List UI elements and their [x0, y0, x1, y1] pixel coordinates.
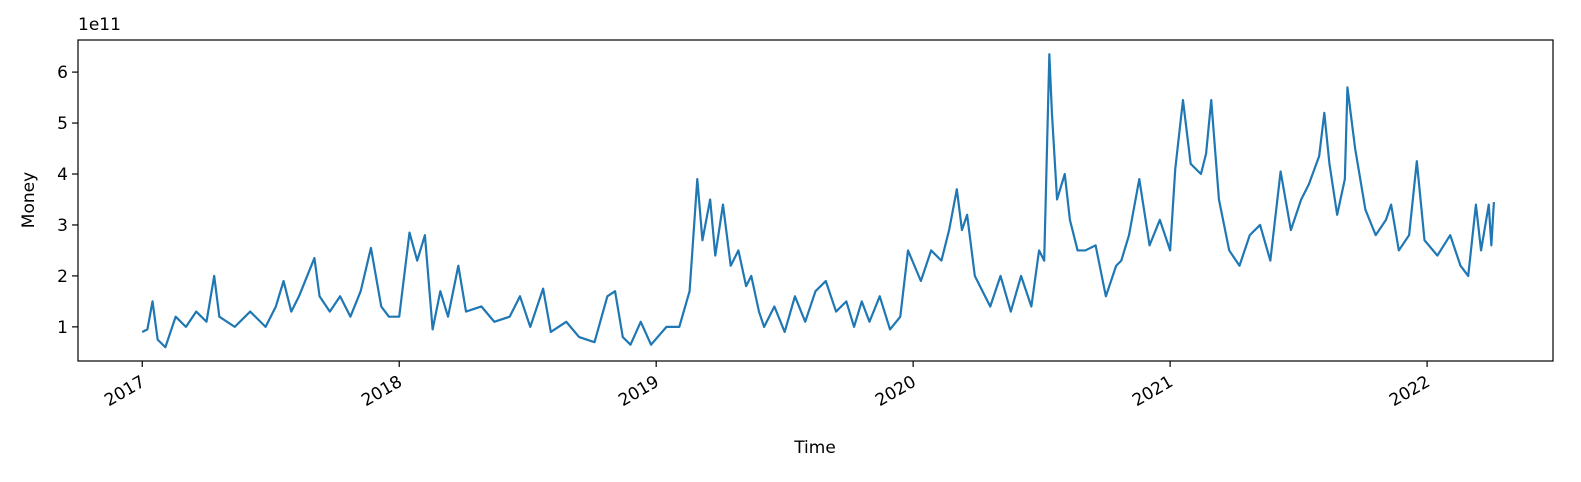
y-tick-label: 5: [57, 114, 68, 134]
plot-frame: [77, 39, 1554, 362]
x-tick-label: 2022: [1386, 372, 1433, 411]
x-tick-label: 2018: [358, 372, 405, 411]
y-tick-label: 4: [57, 165, 68, 185]
y-axis-label: Money: [19, 172, 39, 228]
x-tick-label: 2021: [1129, 372, 1176, 411]
x-tick-label: 2017: [101, 372, 148, 411]
data-line: [141, 53, 1495, 349]
y-tick-label: 2: [57, 267, 68, 287]
y-tick-label: 3: [57, 216, 68, 236]
y-offset-label: 1e11: [78, 15, 121, 35]
x-axis-label: Time: [793, 438, 836, 458]
x-tick-label: 2020: [872, 372, 919, 411]
y-tick-label: 1: [57, 318, 68, 338]
y-tick-label: 6: [57, 63, 68, 83]
x-tick-label: 2019: [615, 372, 662, 411]
